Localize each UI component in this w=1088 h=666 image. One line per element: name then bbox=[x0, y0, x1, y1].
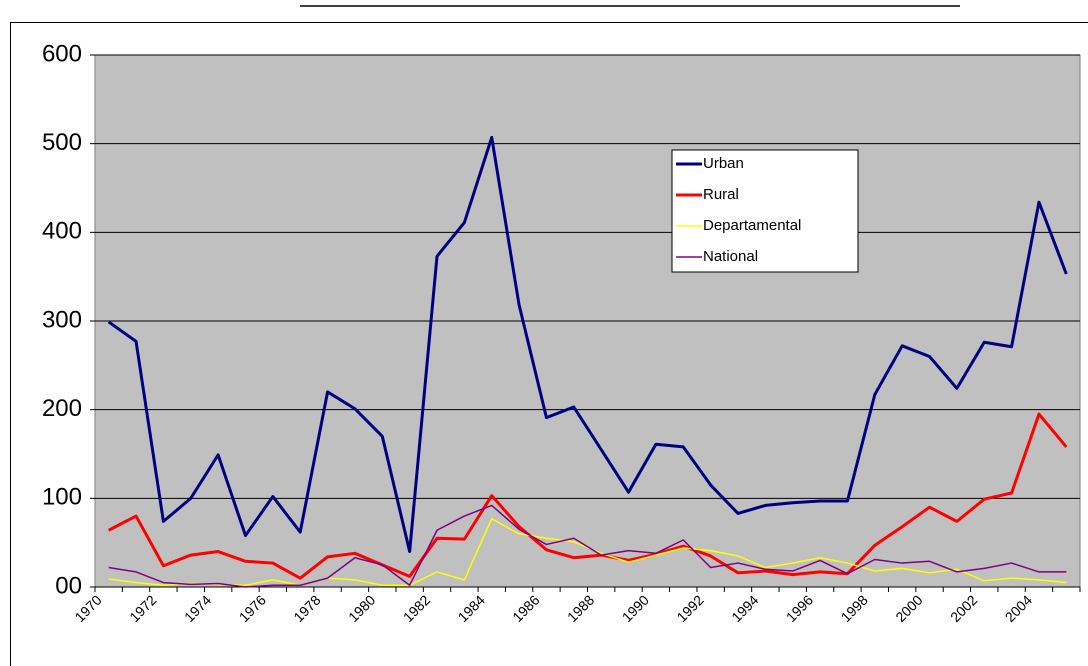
legend-label: National bbox=[703, 248, 758, 265]
y-tick-label: 400 bbox=[42, 218, 82, 245]
series-line bbox=[107, 412, 1068, 580]
series-line bbox=[107, 135, 1068, 554]
y-tick-label: 600 bbox=[42, 40, 82, 67]
y-tick-label: 100 bbox=[42, 484, 82, 511]
series-line bbox=[108, 504, 1067, 588]
legend-label: Rural bbox=[703, 186, 739, 203]
series-line bbox=[108, 517, 1067, 586]
y-tick-label: 300 bbox=[42, 306, 82, 333]
legend bbox=[671, 149, 859, 273]
legend-label: Urban bbox=[703, 155, 744, 172]
y-tick-label: 500 bbox=[42, 129, 82, 156]
y-tick-label: 200 bbox=[42, 395, 82, 422]
y-tick-label: 00 bbox=[55, 572, 82, 599]
legend-label: Departamental bbox=[703, 217, 801, 234]
